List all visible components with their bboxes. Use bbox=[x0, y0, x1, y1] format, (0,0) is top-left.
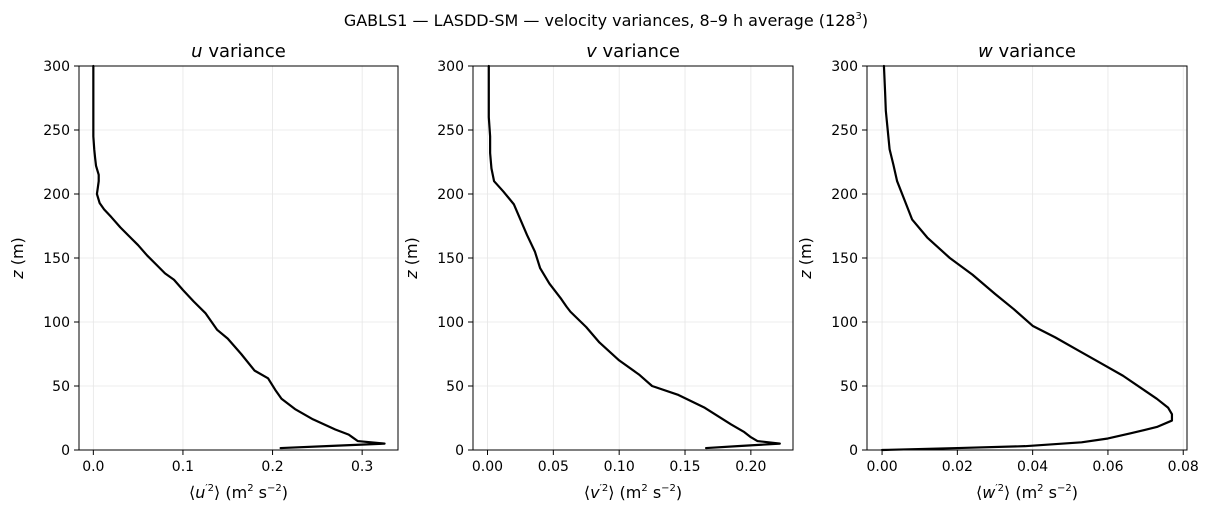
u-x-tick-label: 0.0 bbox=[82, 459, 104, 475]
u-y-tick-label: 50 bbox=[52, 379, 70, 395]
v-y-tick-label: 150 bbox=[437, 251, 464, 267]
w-y-axis-label: z (m) bbox=[796, 237, 815, 280]
v-x-tick-label: 0.05 bbox=[538, 459, 569, 475]
u-x-axis-label: ⟨u′2⟩ (m2 s−2) bbox=[189, 483, 288, 502]
w-x-axis-label: ⟨w′2⟩ (m2 s−2) bbox=[976, 483, 1078, 502]
u-x-tick-label: 0.2 bbox=[261, 459, 283, 475]
w-variance-line bbox=[880, 64, 1174, 452]
w-y-tick-label: 250 bbox=[831, 123, 858, 139]
v-variance-line bbox=[487, 64, 781, 450]
u-y-axis-label: z (m) bbox=[8, 237, 27, 280]
u-y-tick-label: 300 bbox=[43, 59, 70, 75]
w-x-tick-label: 0.08 bbox=[1168, 459, 1199, 475]
v-y-tick-label: 50 bbox=[446, 379, 464, 395]
w-variance-panel: 0.00 0.02 0.04 0.06 0.08 0 50 100 150 200 250 300 w … bbox=[796, 41, 1199, 502]
w-y-tick-label: 200 bbox=[831, 187, 858, 203]
u-panel-title: u variance bbox=[191, 41, 286, 62]
w-y-tick-label: 150 bbox=[831, 251, 858, 267]
v-y-tick-label: 250 bbox=[437, 123, 464, 139]
w-x-tick-label: 0.02 bbox=[942, 459, 973, 475]
w-panel-title: w variance bbox=[978, 41, 1076, 62]
u-y-tick-label: 200 bbox=[43, 187, 70, 203]
v-variance-panel: 0.00 0.05 0.10 0.15 0.20 0 50 100 150 200 250 300 v … bbox=[402, 41, 794, 502]
u-variance-line bbox=[92, 64, 386, 450]
w-y-tick-label: 100 bbox=[831, 315, 858, 331]
u-x-tick-label: 0.1 bbox=[172, 459, 194, 475]
panels: 0.0 0.1 0.2 0.3 0 50 100 150 200 250 300 u variance… bbox=[8, 41, 1199, 502]
v-panel-title: v variance bbox=[586, 41, 680, 62]
w-y-tick-label: 300 bbox=[831, 59, 858, 75]
v-y-tick-label: 0 bbox=[455, 443, 464, 459]
u-y-tick-label: 250 bbox=[43, 123, 70, 139]
w-x-tick-label: 0.04 bbox=[1017, 459, 1048, 475]
v-y-axis-label: z (m) bbox=[402, 237, 421, 280]
w-y-tick-label: 0 bbox=[849, 443, 858, 459]
v-y-tick-label: 200 bbox=[437, 187, 464, 203]
w-y-tick-label: 50 bbox=[840, 379, 858, 395]
u-x-tick-label: 0.3 bbox=[351, 459, 373, 475]
u-y-tick-label: 0 bbox=[61, 443, 70, 459]
v-x-tick-label: 0.10 bbox=[604, 459, 635, 475]
w-x-tick-label: 0.00 bbox=[866, 459, 897, 475]
v-x-tick-label: 0.20 bbox=[735, 459, 766, 475]
v-y-tick-label: 300 bbox=[437, 59, 464, 75]
figure-title: GABLS1 — LASDD-SM — velocity variances, … bbox=[344, 11, 868, 30]
v-y-tick-label: 100 bbox=[437, 315, 464, 331]
v-x-axis-label: ⟨v′2⟩ (m2 s−2) bbox=[584, 483, 682, 502]
w-x-tick-label: 0.06 bbox=[1092, 459, 1123, 475]
v-x-tick-label: 0.15 bbox=[669, 459, 700, 475]
v-x-tick-label: 0.00 bbox=[472, 459, 503, 475]
u-y-tick-label: 150 bbox=[43, 251, 70, 267]
u-variance-panel: 0.0 0.1 0.2 0.3 0 50 100 150 200 250 300 u variance… bbox=[8, 41, 399, 502]
u-y-tick-label: 100 bbox=[43, 315, 70, 331]
